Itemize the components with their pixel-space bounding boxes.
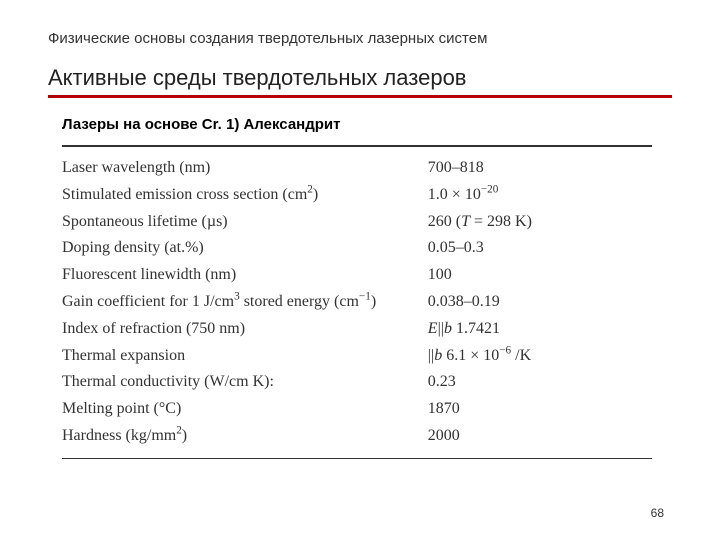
param-cell: Thermal conductivity (W/cm K):: [62, 369, 428, 396]
table-row: Doping density (at.%)0.05–0.3: [62, 235, 652, 262]
table-row: Spontaneous lifetime (µs)260 (T = 298 K): [62, 209, 652, 236]
param-cell: Stimulated emission cross section (cm2): [62, 182, 428, 209]
table-bottom-rule: [62, 458, 652, 459]
title-underline: [48, 95, 672, 98]
value-cell: 100: [428, 262, 652, 289]
value-cell: E||b 1.7421: [428, 316, 652, 343]
value-cell: 700–818: [428, 155, 652, 182]
param-cell: Index of refraction (750 nm): [62, 316, 428, 343]
value-cell: 1870: [428, 396, 652, 423]
value-cell: 1.0 × 10−20: [428, 182, 652, 209]
value-cell: 0.05–0.3: [428, 235, 652, 262]
table-top-rule: [62, 145, 652, 147]
value-cell: 0.038–0.19: [428, 289, 652, 316]
param-cell: Fluorescent linewidth (nm): [62, 262, 428, 289]
table-row: Melting point (°C)1870: [62, 396, 652, 423]
slide: Физические основы создания твердотельных…: [0, 0, 720, 540]
page-number: 68: [651, 506, 664, 520]
param-cell: Doping density (at.%): [62, 235, 428, 262]
table-row: Hardness (kg/mm2)2000: [62, 423, 652, 450]
param-cell: Gain coefficient for 1 J/cm3 stored ener…: [62, 289, 428, 316]
properties-table: Laser wavelength (nm)700–818Stimulated e…: [62, 145, 652, 459]
value-cell: 2000: [428, 423, 652, 450]
value-cell: 0.23: [428, 369, 652, 396]
param-cell: Hardness (kg/mm2): [62, 423, 428, 450]
table-row: Index of refraction (750 nm)E||b 1.7421: [62, 316, 652, 343]
pretitle: Физические основы создания твердотельных…: [48, 30, 672, 47]
table-row: Thermal expansion||b 6.1 × 10−6 /K: [62, 343, 652, 370]
table-row: Fluorescent linewidth (nm)100: [62, 262, 652, 289]
table-row: Gain coefficient for 1 J/cm3 stored ener…: [62, 289, 652, 316]
slide-title: Активные среды твердотельных лазеров: [48, 65, 672, 91]
table-row: Stimulated emission cross section (cm2)1…: [62, 182, 652, 209]
table-row: Thermal conductivity (W/cm K):0.23: [62, 369, 652, 396]
param-cell: Thermal expansion: [62, 343, 428, 370]
value-cell: ||b 6.1 × 10−6 /K: [428, 343, 652, 370]
value-cell: 260 (T = 298 K): [428, 209, 652, 236]
table-row: Laser wavelength (nm)700–818: [62, 155, 652, 182]
param-cell: Spontaneous lifetime (µs): [62, 209, 428, 236]
param-cell: Melting point (°C): [62, 396, 428, 423]
param-cell: Laser wavelength (nm): [62, 155, 428, 182]
subtitle: Лазеры на основе Cr. 1) Александрит: [62, 116, 672, 133]
